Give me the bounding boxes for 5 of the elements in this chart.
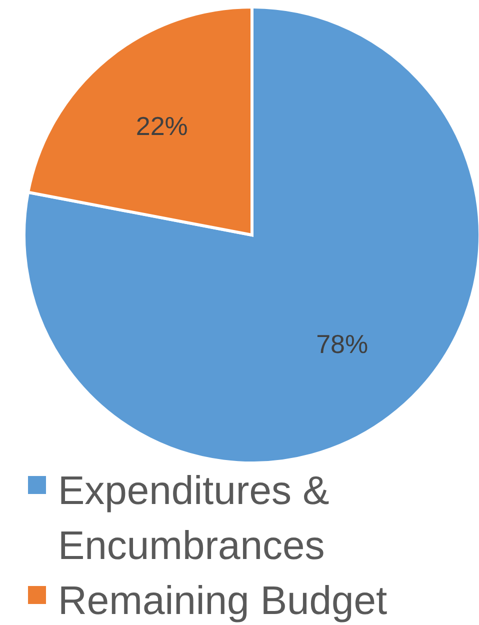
pie-slice <box>22 6 479 464</box>
data-label: 78% <box>316 329 368 360</box>
legend-label: Expenditures & Encumbrances <box>58 469 340 568</box>
legend-label: Remaining Budget <box>58 579 388 623</box>
data-label: 22% <box>136 111 188 142</box>
